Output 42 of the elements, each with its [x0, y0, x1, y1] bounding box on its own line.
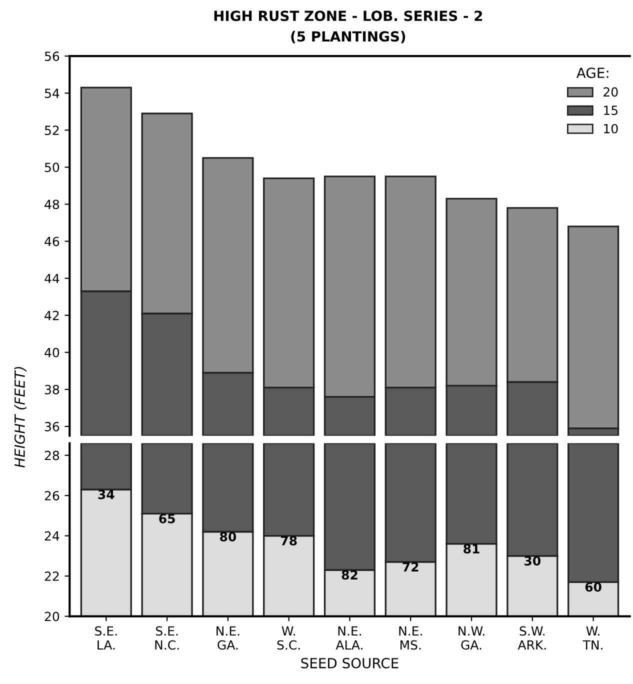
y-tick-label: 54: [44, 88, 60, 98]
y-tick-label: 46: [44, 236, 60, 246]
legend-label: 10: [604, 124, 618, 134]
annotation: 72: [402, 562, 418, 572]
annotation: 81: [464, 544, 480, 554]
annotation: 82: [342, 570, 358, 580]
x-tick-label: N.E. ALA.: [336, 626, 362, 650]
x-tick-label: N.E. MS.: [399, 626, 422, 650]
y-tick-label: 52: [44, 126, 59, 136]
y-tick-label: 28: [44, 450, 60, 460]
y-tick-label: 40: [44, 348, 60, 358]
x-tick-label: W. S.C.: [277, 626, 300, 650]
y-tick-label: 38: [44, 384, 60, 394]
x-tick-label: N.W. GA.: [458, 626, 484, 650]
legend-label: 15: [604, 106, 618, 116]
x-tick-label: W. TN.: [582, 626, 602, 650]
y-tick-label: 26: [44, 491, 60, 500]
y-tick-label: 56: [44, 52, 60, 62]
chart-title: HIGH RUST ZONE - LOB. SERIES - 2: [214, 10, 482, 22]
chart-subtitle: (5 PLANTINGS): [291, 30, 406, 44]
x-tick-label: S.E. LA.: [95, 626, 117, 650]
y-tick-label: 36: [44, 422, 60, 432]
x-tick-label: N.E. GA.: [216, 626, 240, 650]
annotation: 34: [98, 490, 114, 500]
annotation: 65: [159, 514, 175, 524]
y-tick-label: 24: [44, 531, 60, 541]
annotation: 78: [280, 536, 297, 546]
annotation: 30: [524, 556, 541, 566]
y-axis-title: HEIGHT (FEET): [14, 367, 27, 468]
y-tick-label: 20: [44, 612, 60, 622]
annotation: 80: [220, 532, 236, 542]
legend-title: AGE:: [576, 68, 608, 78]
legend-label: 20: [604, 87, 618, 97]
x-tick-label: S.W. ARK.: [518, 626, 546, 650]
x-axis-title: SEED SOURCE: [301, 658, 398, 668]
y-tick-label: 22: [44, 572, 59, 581]
annotation: 60: [585, 582, 602, 592]
y-tick-label: 42: [44, 310, 59, 320]
y-tick-label: 44: [44, 274, 60, 284]
y-tick-label: 50: [44, 162, 60, 172]
x-tick-label: S.E. N.C.: [155, 626, 179, 650]
y-tick-label: 48: [44, 200, 60, 210]
